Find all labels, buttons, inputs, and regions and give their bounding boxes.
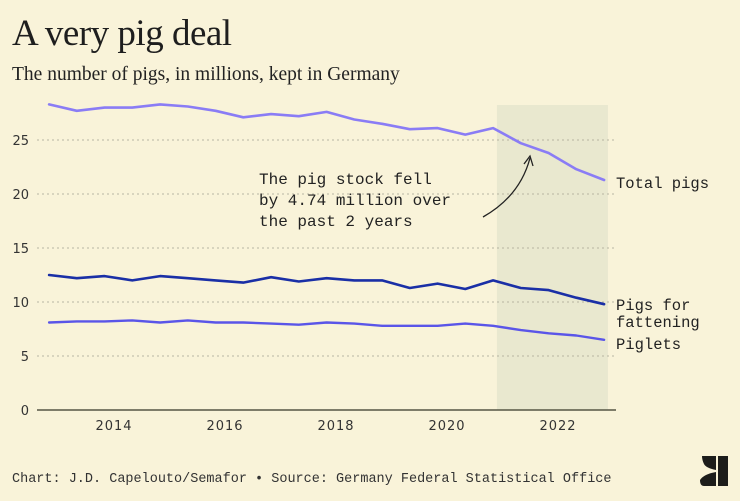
series-labels: Total pigs Pigs for fattening Piglets xyxy=(616,175,709,354)
x-tick-label: 2020 xyxy=(428,419,465,434)
y-tick-label: 15 xyxy=(12,242,29,257)
annotation-line-2: by 4.74 million over xyxy=(259,192,451,210)
annotation-arrowhead-icon xyxy=(523,154,534,167)
series-line-piglets xyxy=(47,319,606,341)
series-label-line: Piglets xyxy=(616,336,681,354)
x-tick-label: 2018 xyxy=(317,419,354,434)
annotation: The pig stock fell by 4.74 million over … xyxy=(259,154,534,231)
x-axis-ticks: 2014 2016 2018 2020 2022 xyxy=(95,419,576,434)
chart-subtitle: The number of pigs, in millions, kept in… xyxy=(12,64,400,85)
highlight-band-layer xyxy=(496,105,608,410)
series-label-piglets: Piglets xyxy=(616,336,681,354)
footer-credit: Chart: J.D. Capelouto/Semafor • Source: … xyxy=(12,472,612,487)
semafor-logo-icon xyxy=(700,456,728,486)
series-label-line: fattening xyxy=(616,314,700,332)
series-line-total-pigs xyxy=(47,103,606,182)
y-tick-label: 0 xyxy=(21,404,29,419)
x-tick-label: 2022 xyxy=(539,419,576,434)
series-label-pigs-for-fattening: Pigs for fattening xyxy=(616,297,700,332)
highlight-band xyxy=(496,105,608,410)
series-lines xyxy=(47,103,606,341)
y-tick-label: 20 xyxy=(12,188,29,203)
y-tick-label: 10 xyxy=(12,296,29,311)
chart-title: A very pig deal xyxy=(12,13,232,54)
x-tick-label: 2014 xyxy=(95,419,132,434)
y-axis-ticks: 0 5 10 15 20 25 xyxy=(12,134,29,419)
annotation-line-1: The pig stock fell xyxy=(259,171,432,189)
series-label-line: Pigs for xyxy=(616,297,690,315)
y-tick-label: 25 xyxy=(12,134,29,149)
x-tick-label: 2016 xyxy=(206,419,243,434)
annotation-arrow xyxy=(482,157,531,218)
y-tick-label: 5 xyxy=(21,350,29,365)
gridlines xyxy=(37,139,616,411)
series-label-line: Total pigs xyxy=(616,175,709,193)
series-label-total-pigs: Total pigs xyxy=(616,175,709,193)
annotation-line-3: the past 2 years xyxy=(259,213,413,231)
series-line-pigs-for-fattening xyxy=(47,273,606,306)
